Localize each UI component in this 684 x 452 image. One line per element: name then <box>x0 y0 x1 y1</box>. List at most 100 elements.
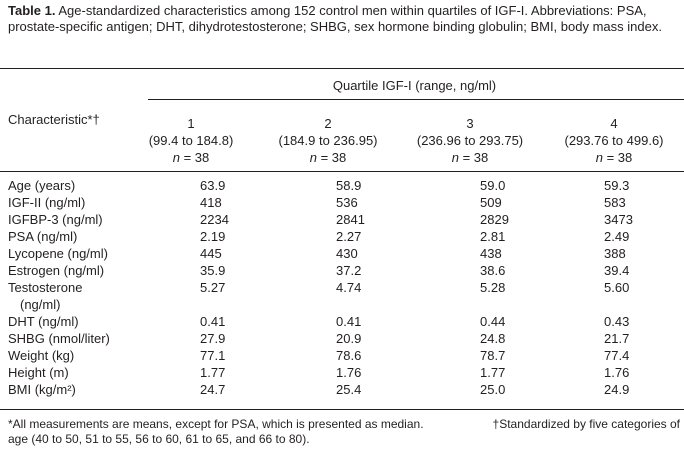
table-row: Estrogen (ng/ml) 35.9 37.2 38.6 39.4 <box>0 262 684 279</box>
table-row: IGFBP-3 (ng/ml) 2234 2841 2829 3473 <box>0 211 684 228</box>
quartile-range: (293.76 to 499.6) <box>564 133 664 148</box>
table-row: IGF-II (ng/ml) 418 536 509 583 <box>0 194 684 211</box>
cell-q1: 1.77 <box>200 365 226 380</box>
cell-q1: 24.7 <box>200 382 226 397</box>
cell-q4: 21.7 <box>604 331 630 346</box>
cell-q3: 2829 <box>480 212 509 227</box>
row-label: Weight (kg) <box>8 348 75 363</box>
cell-q1: 418 <box>200 195 222 210</box>
quartile-1-header: 1 (99.4 to 184.8) n = 38 <box>127 115 255 166</box>
row-label: Height (m) <box>8 365 69 380</box>
cell-q1: 5.27 <box>200 280 226 295</box>
quartile-range: (184.9 to 236.95) <box>278 133 378 148</box>
quartile-3-header: 3 (236.96 to 293.75) n = 38 <box>406 115 534 166</box>
top-rule <box>0 68 684 69</box>
quartile-number: 1 <box>187 116 195 131</box>
row-label: SHBG (nmol/liter) <box>8 331 110 346</box>
cell-q3: 5.28 <box>480 280 506 295</box>
quartile-n: n = 38 <box>172 150 210 165</box>
cell-q1: 27.9 <box>200 331 226 346</box>
cell-q2: 1.76 <box>336 365 362 380</box>
row-label: PSA (ng/ml) <box>8 229 78 244</box>
row-label: DHT (ng/ml) <box>8 314 79 329</box>
table-row: SHBG (nmol/liter) 27.9 20.9 24.8 21.7 <box>0 330 684 347</box>
header-rule <box>0 171 684 172</box>
cell-q2: 37.2 <box>336 263 362 278</box>
footnote-line-1: *All measurements are means, except for … <box>8 417 680 432</box>
cell-q4: 77.4 <box>604 348 630 363</box>
table-caption: Table 1. Age-standardized characteristic… <box>8 3 680 35</box>
quartile-range: (236.96 to 293.75) <box>416 133 524 148</box>
quartile-number: 4 <box>610 116 618 131</box>
row-label: Age (years) <box>8 178 76 193</box>
row-label: Testosterone (ng/ml) <box>0 279 148 313</box>
table-row: Height (m) 1.77 1.76 1.77 1.76 <box>0 364 684 381</box>
table-row: Age (years) 63.9 58.9 59.0 59.3 <box>0 177 684 194</box>
cell-q4: 5.60 <box>604 280 630 295</box>
caption-text: Age-standardized characteristics among 1… <box>8 3 662 34</box>
cell-q4: 0.43 <box>604 314 630 329</box>
cell-q4: 3473 <box>604 212 633 227</box>
table-row: BMI (kg/m²) 24.7 25.4 25.0 24.9 <box>0 381 684 398</box>
row-label: IGFBP-3 (ng/ml) <box>8 212 103 227</box>
row-label: Lycopene (ng/ml) <box>8 246 108 261</box>
cell-q4: 24.9 <box>604 382 630 397</box>
cell-q1: 35.9 <box>200 263 226 278</box>
quartile-number: 2 <box>324 116 332 131</box>
cell-q2: 2.27 <box>336 229 362 244</box>
quartile-2-header: 2 (184.9 to 236.95) n = 38 <box>264 115 392 166</box>
row-label: BMI (kg/m²) <box>8 382 76 397</box>
table-row: Weight (kg) 77.1 78.6 78.7 77.4 <box>0 347 684 364</box>
footnote-star: *All measurements are means, except for … <box>8 417 424 431</box>
cell-q3: 1.77 <box>480 365 506 380</box>
row-label-line1: Testosterone <box>8 280 83 295</box>
row-label: IGF-II (ng/ml) <box>8 195 86 210</box>
cell-q4: 2.49 <box>604 229 630 244</box>
quartile-n: n = 38 <box>451 150 489 165</box>
cell-q2: 2841 <box>336 212 365 227</box>
cell-q2: 536 <box>336 195 358 210</box>
cell-q2: 20.9 <box>336 331 362 346</box>
cell-q1: 2.19 <box>200 229 226 244</box>
cell-q3: 59.0 <box>480 178 506 193</box>
cell-q1: 77.1 <box>200 348 226 363</box>
quartile-range: (99.4 to 184.8) <box>148 133 234 148</box>
table-row: PSA (ng/ml) 2.19 2.27 2.81 2.49 <box>0 228 684 245</box>
row-label-line2: (ng/ml) <box>20 297 61 312</box>
table-label: Table 1. <box>8 3 56 18</box>
quartile-4-header: 4 (293.76 to 499.6) n = 38 <box>550 115 678 166</box>
cell-q4: 1.76 <box>604 365 630 380</box>
cell-q3: 24.8 <box>480 331 506 346</box>
quartile-n: n = 38 <box>309 150 347 165</box>
cell-q3: 0.44 <box>480 314 506 329</box>
cell-q1: 445 <box>200 246 222 261</box>
cell-q1: 2234 <box>200 212 229 227</box>
bottom-rule <box>0 409 684 410</box>
table-row: Testosterone (ng/ml) 5.27 4.74 5.28 5.60 <box>0 279 684 313</box>
cell-q2: 0.41 <box>336 314 362 329</box>
footnote-dagger-continued: age (40 to 50, 51 to 55, 56 to 60, 61 to… <box>8 432 310 446</box>
quartile-number: 3 <box>466 116 474 131</box>
footnote-dagger: †Standardized by five categories of <box>492 417 680 431</box>
cell-q4: 583 <box>604 195 626 210</box>
cell-q3: 438 <box>480 246 502 261</box>
cell-q3: 38.6 <box>480 263 506 278</box>
cell-q2: 4.74 <box>336 280 362 295</box>
table-row: Lycopene (ng/ml) 445 430 438 388 <box>0 245 684 262</box>
cell-q2: 430 <box>336 246 358 261</box>
cell-q4: 388 <box>604 246 626 261</box>
cell-q1: 0.41 <box>200 314 226 329</box>
quartile-n: n = 38 <box>595 150 633 165</box>
cell-q2: 78.6 <box>336 348 362 363</box>
characteristic-header: Characteristic*† <box>8 112 100 127</box>
cell-q3: 2.81 <box>480 229 506 244</box>
table-footnotes: *All measurements are means, except for … <box>8 417 680 447</box>
table-row: DHT (ng/ml) 0.41 0.41 0.44 0.43 <box>0 313 684 330</box>
cell-q3: 25.0 <box>480 382 506 397</box>
cell-q4: 59.3 <box>604 178 630 193</box>
cell-q4: 39.4 <box>604 263 630 278</box>
cell-q1: 63.9 <box>200 178 226 193</box>
row-label: Estrogen (ng/ml) <box>8 263 105 278</box>
cell-q2: 58.9 <box>336 178 362 193</box>
data-table: Age (years) 63.9 58.9 59.0 59.3 IGF-II (… <box>0 177 684 398</box>
